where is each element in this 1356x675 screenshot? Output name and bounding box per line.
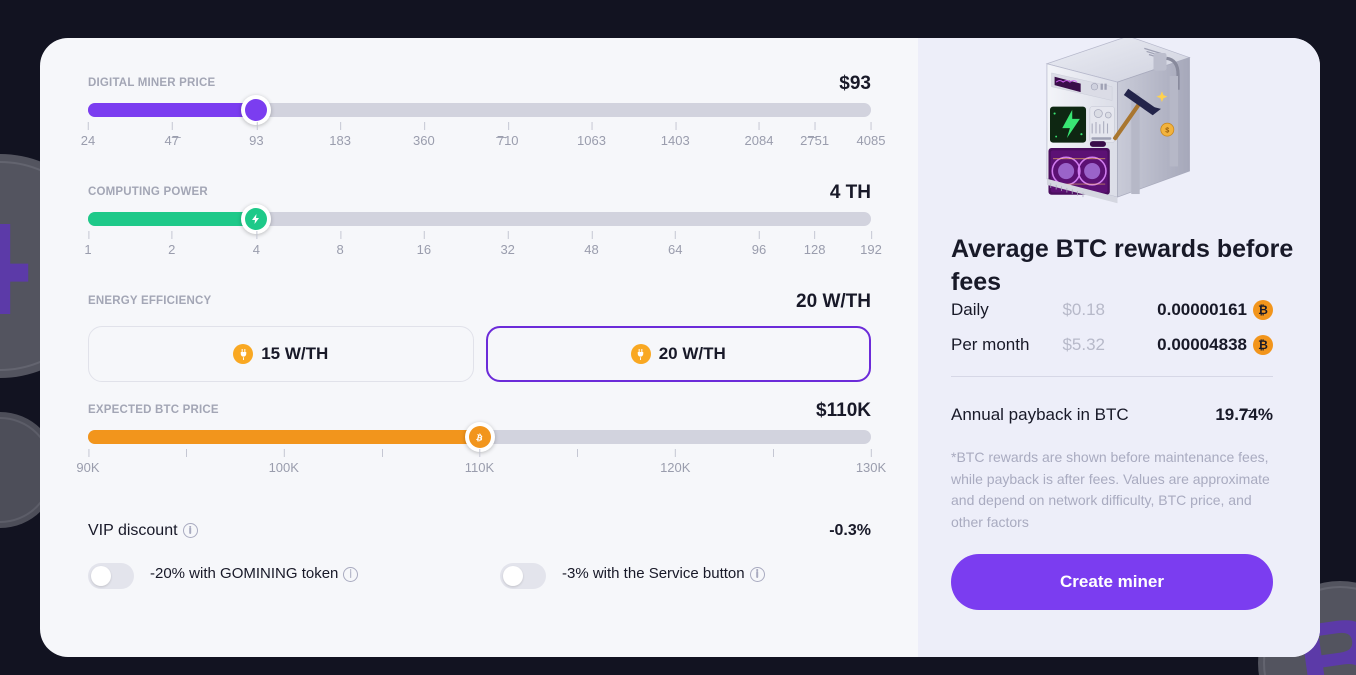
- svg-text:$: $: [1165, 126, 1169, 135]
